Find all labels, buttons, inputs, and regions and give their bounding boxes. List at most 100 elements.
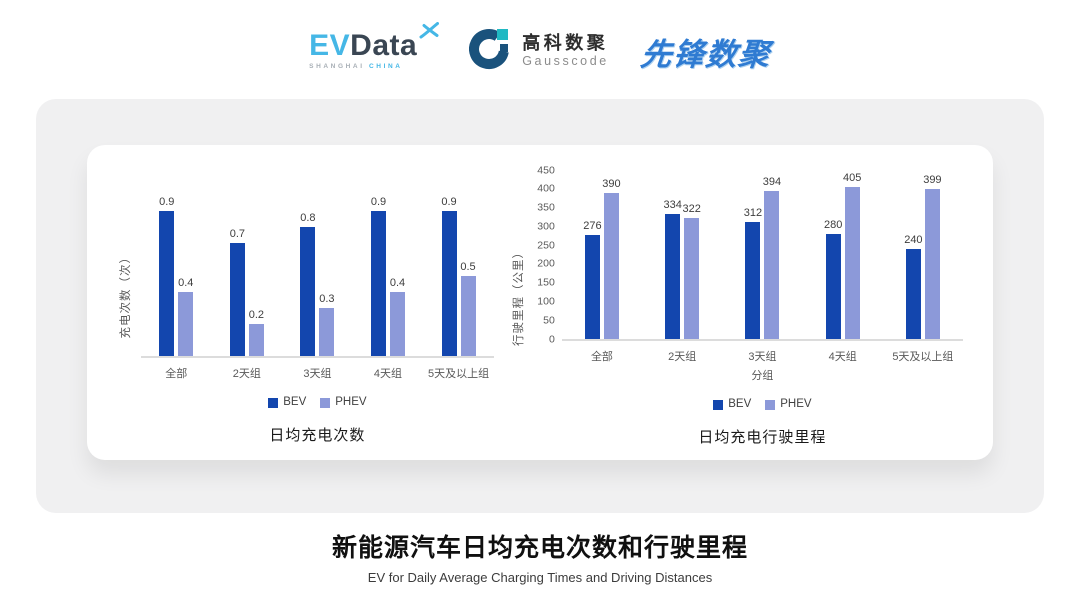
y-tick-label: 150: [537, 276, 555, 289]
plot-area: 0 50 100 150 200 250 300 350 400 450 276 390 334 322 3…: [537, 165, 963, 344]
category-label: 4天组: [373, 368, 403, 380]
bar-value-label: 0.5: [460, 260, 476, 273]
bar-value-label: 0.9: [159, 196, 175, 209]
bar-phev: 0.4: [390, 277, 405, 356]
evdata-wordmark: EV Data: [309, 22, 440, 63]
sparkle-x-icon: [419, 22, 440, 43]
gausscode-en-text: Gausscode: [522, 53, 609, 68]
y-axis-label-column: 充电次数（次）: [113, 145, 137, 445]
bar-phev: 394: [763, 177, 781, 339]
legend-item: BEV: [268, 396, 307, 409]
bar-group: 0.9 0.5: [423, 195, 494, 356]
category-label: 2天组: [232, 368, 261, 380]
category-label: 3天组: [303, 368, 332, 380]
bar-value-label: 0.2: [248, 308, 264, 321]
bar-value-label: 240: [904, 233, 923, 246]
gausscode-ring-icon: [469, 27, 513, 76]
bar-value-label: 0.7: [229, 228, 245, 241]
content-card: 充电次数（次） 0.9 0.4 0.7 0.2 0.8 0.3 0.9 0.4 0.9 0.5 全…: [36, 99, 1044, 513]
footer: 新能源汽车日均充电次数和行驶里程 EV for Daily Average Ch…: [0, 528, 1080, 585]
bar-value-label: 312: [743, 206, 763, 219]
bar-phev: 0.4: [178, 277, 193, 356]
bar-group: 334 322: [642, 170, 722, 339]
bar-bev: 0.7: [230, 229, 245, 356]
y-tick-label: 250: [537, 238, 555, 251]
main-subtitle: EV for Daily Average Charging Times and …: [367, 570, 713, 585]
legend-label: BEV: [728, 398, 752, 410]
legend-label: BEV: [283, 396, 307, 408]
legend: BEV PHEV: [141, 396, 494, 409]
chart-title: 日均充电行驶里程: [698, 428, 827, 446]
bar-value-label: 280: [823, 218, 843, 231]
category-label: 全部: [165, 368, 188, 380]
chart-area: 充电次数（次） 0.9 0.4 0.7 0.2 0.8 0.3 0.9 0.4 0.9 0.5 全…: [113, 145, 506, 445]
legend-swatch: [765, 399, 776, 410]
bar-phev: 0.5: [460, 261, 476, 356]
bar-bev: 0.9: [159, 197, 174, 356]
bar-value-label: 0.4: [178, 276, 194, 289]
category-label: 全部: [590, 351, 613, 363]
y-tick-label: 100: [537, 295, 555, 308]
bar-bev: 334: [663, 199, 682, 339]
y-axis-label-column: 行驶里程（公里）: [506, 145, 530, 447]
legend-swatch: [320, 397, 331, 408]
bar-value-label: 405: [842, 171, 862, 184]
gausscode-text: 高科数聚 Gausscode: [522, 33, 609, 69]
logo-bar: EV Data SHANGHAI CHINA: [0, 22, 1080, 80]
bar-phev: 322: [682, 204, 701, 339]
bar-bev: 312: [744, 207, 762, 339]
chart-daily-charging-times: 充电次数（次） 0.9 0.4 0.7 0.2 0.8 0.3 0.9 0.4 0.9 0.5 全…: [113, 145, 506, 460]
evdata-logo: EV Data SHANGHAI CHINA: [309, 22, 440, 71]
legend-swatch: [713, 399, 724, 410]
gausscode-cn-text: 高科数聚: [522, 33, 609, 54]
bar-value-label: 0.4: [389, 276, 406, 289]
plot-column: 0.9 0.4 0.7 0.2 0.8 0.3 0.9 0.4 0.9 0.5 全部 2天组 3天组 4…: [137, 145, 506, 445]
chart-title: 日均充电次数: [269, 426, 366, 444]
bar-bev: 276: [583, 221, 602, 339]
category-label: 5天及以上组: [427, 368, 490, 380]
evdata-ev-text: EV: [309, 29, 351, 63]
bar-value-label: 0.3: [319, 292, 335, 305]
bar-value-label: 334: [663, 198, 682, 211]
bar-phev: 405: [843, 172, 861, 339]
category-label: 4天组: [828, 351, 857, 363]
evdata-shanghai-text: SHANGHAI: [309, 63, 365, 71]
bar-group: 0.9 0.4: [141, 195, 212, 356]
bar-group: 0.7 0.2: [212, 195, 283, 356]
y-tick-label: 350: [537, 201, 555, 214]
bar-group: 240 399: [883, 170, 963, 339]
y-tick-label: 400: [537, 182, 555, 195]
gausscode-logo: 高科数聚 Gausscode: [469, 27, 609, 76]
plot-column: 0 50 100 150 200 250 300 350 400 450 276 390 334 322 3…: [530, 145, 967, 447]
bar-bev: 0.8: [300, 213, 316, 356]
bar-value-label: 399: [923, 174, 942, 187]
chart-daily-driving-distance: 行驶里程（公里） 0 50 100 150 200 250 300 350 400 450 276 3…: [506, 145, 967, 460]
y-tick-label: 50: [543, 313, 555, 326]
bar-value-label: 0.9: [370, 196, 387, 209]
category-label: 2天组: [668, 351, 697, 363]
bar-value-label: 390: [602, 177, 621, 190]
legend-item: BEV: [713, 398, 752, 411]
bar-value-label: 394: [762, 176, 782, 189]
y-axis-label: 行驶里程（公里）: [512, 245, 525, 346]
x-axis-label: 分组: [751, 370, 774, 382]
bar-value-label: 0.9: [441, 196, 457, 209]
bar-group: 276 390: [562, 170, 642, 339]
legend-item: PHEV: [765, 398, 812, 411]
bar-bev: 280: [824, 219, 842, 339]
bar-bev: 0.9: [371, 197, 386, 356]
evdata-data-text: Data: [350, 29, 418, 63]
bar-group: 280 405: [803, 170, 883, 339]
bar-group: 0.8 0.3: [282, 195, 353, 356]
bar-group: 312 394: [722, 170, 802, 339]
x-axis-categories: 全部 2天组 3天组 4天组 5天及以上组: [141, 365, 494, 381]
y-tick-label: 300: [537, 220, 555, 233]
bar-bev: 0.9: [441, 197, 457, 356]
main-title: 新能源汽车日均充电次数和行驶里程: [331, 534, 748, 562]
legend-item: PHEV: [320, 396, 367, 409]
evdata-subtitle: SHANGHAI CHINA: [309, 64, 437, 71]
bar-group: 0.9 0.4: [353, 195, 424, 356]
legend-label: PHEV: [780, 398, 812, 410]
legend-label: PHEV: [335, 396, 367, 408]
